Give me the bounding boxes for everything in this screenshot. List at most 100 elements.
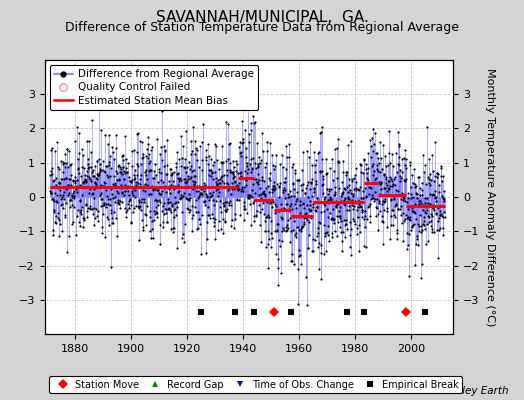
Point — [165, 183, 173, 190]
Point — [188, 228, 196, 234]
Point — [93, 158, 102, 164]
Point — [155, 198, 163, 205]
Point — [124, 188, 133, 194]
Point — [202, 250, 210, 256]
Point — [215, 189, 223, 195]
Point — [102, 187, 111, 194]
Point — [265, 236, 274, 242]
Point — [68, 194, 77, 200]
Point — [328, 216, 336, 223]
Point — [176, 196, 184, 203]
Point — [372, 213, 380, 219]
Point — [104, 200, 112, 207]
Point — [200, 179, 208, 186]
Point — [296, 202, 304, 208]
Point — [185, 175, 194, 181]
Point — [245, 192, 254, 199]
Point — [253, 208, 261, 214]
Point — [191, 172, 199, 179]
Point — [220, 203, 228, 209]
Point — [267, 218, 275, 224]
Point — [321, 233, 330, 239]
Point — [246, 201, 254, 207]
Point — [101, 131, 109, 138]
Point — [328, 215, 336, 222]
Point — [161, 147, 170, 153]
Point — [152, 187, 161, 193]
Point — [111, 179, 119, 186]
Point — [244, 191, 253, 198]
Point — [396, 206, 405, 212]
Point — [173, 189, 182, 196]
Point — [203, 219, 212, 225]
Point — [366, 184, 374, 190]
Point — [319, 176, 328, 182]
Point — [417, 192, 425, 198]
Point — [286, 215, 294, 221]
Point — [205, 172, 214, 178]
Point — [61, 151, 70, 157]
Point — [184, 159, 193, 165]
Point — [73, 177, 81, 183]
Point — [339, 169, 347, 175]
Point — [128, 176, 136, 183]
Point — [48, 171, 57, 177]
Point — [405, 273, 413, 280]
Point — [163, 170, 172, 177]
Point — [266, 230, 275, 236]
Point — [418, 187, 427, 194]
Point — [57, 228, 66, 234]
Point — [413, 195, 421, 202]
Point — [66, 176, 74, 182]
Point — [53, 192, 61, 198]
Point — [304, 194, 312, 200]
Point — [438, 192, 446, 199]
Point — [369, 147, 378, 154]
Point — [150, 207, 159, 214]
Point — [368, 134, 376, 141]
Point — [129, 176, 138, 183]
Point — [77, 210, 85, 217]
Point — [162, 218, 171, 225]
Point — [362, 193, 370, 199]
Point — [135, 205, 143, 211]
Point — [412, 216, 420, 222]
Point — [138, 155, 146, 162]
Point — [270, 201, 279, 207]
Point — [194, 209, 202, 216]
Point — [277, 200, 285, 207]
Point — [427, 218, 435, 225]
Point — [307, 178, 315, 185]
Point — [355, 202, 364, 209]
Point — [127, 202, 136, 208]
Point — [189, 186, 197, 192]
Point — [192, 197, 200, 203]
Point — [110, 208, 118, 215]
Point — [270, 183, 278, 189]
Point — [203, 203, 212, 210]
Point — [235, 186, 244, 192]
Point — [119, 164, 127, 170]
Point — [341, 195, 349, 201]
Point — [205, 197, 213, 204]
Point — [129, 185, 137, 191]
Point — [399, 195, 408, 202]
Point — [48, 196, 56, 202]
Point — [147, 182, 156, 189]
Point — [310, 189, 318, 196]
Point — [233, 197, 241, 203]
Point — [253, 162, 261, 169]
Point — [73, 185, 81, 192]
Point — [393, 236, 401, 242]
Point — [377, 154, 385, 161]
Point — [47, 147, 55, 153]
Point — [136, 138, 145, 144]
Point — [65, 176, 73, 182]
Point — [395, 154, 403, 160]
Point — [62, 146, 71, 153]
Point — [298, 224, 307, 230]
Point — [92, 212, 101, 219]
Point — [196, 251, 205, 257]
Point — [370, 179, 378, 185]
Point — [103, 196, 112, 202]
